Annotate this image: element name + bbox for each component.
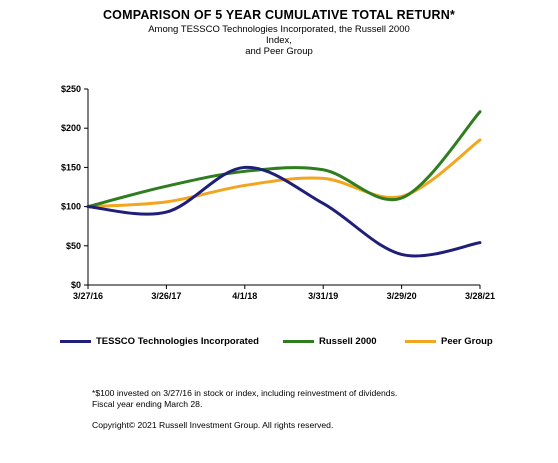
x-tick-label: 3/29/20 [387, 291, 417, 301]
y-tick-label: $0 [71, 280, 81, 290]
footnote-line-1: *$100 invested on 3/27/16 in stock or in… [92, 388, 398, 398]
y-tick-label: $150 [61, 162, 81, 172]
series-line-russell-2000 [86, 110, 482, 209]
chart-title: COMPARISON OF 5 YEAR CUMULATIVE TOTAL RE… [102, 8, 456, 22]
legend-label-russell: Russell 2000 [319, 336, 377, 347]
line-chart: $0 $50 $100 $150 $200 $250 3/27/16 3/26/17 4/1/1… [61, 84, 495, 301]
x-tick-label: 3/28/21 [465, 291, 495, 301]
legend-item-tessco: TESSCO Technologies Incorporated [60, 336, 259, 347]
footnote: *$100 invested on 3/27/16 in stock or in… [92, 388, 397, 410]
subtitle-line-1: Among TESSCO Technologies Incorporated, … [148, 24, 410, 46]
chart-subtitle: Among TESSCO Technologies Incorporated, … [139, 24, 419, 57]
legend-swatch-peer [405, 340, 436, 343]
series-line-peer-group [86, 138, 482, 209]
legend-item-peer: Peer Group [405, 336, 493, 347]
x-tick-label: 3/27/16 [73, 291, 103, 301]
legend-label-peer: Peer Group [441, 336, 493, 347]
legend-swatch-russell [283, 340, 314, 343]
x-tick-label: 4/1/18 [232, 291, 257, 301]
copyright-notice: Copyright© 2021 Russell Investment Group… [92, 420, 334, 430]
subtitle-line-2: and Peer Group [245, 46, 313, 57]
y-tick-label: $200 [61, 123, 81, 133]
y-tick-label: $100 [61, 202, 81, 212]
y-tick-label: $50 [66, 241, 81, 251]
x-tick-label: 3/31/19 [308, 291, 338, 301]
footnote-line-2: Fiscal year ending March 28. [92, 399, 203, 409]
legend-swatch-tessco [60, 340, 91, 343]
chart-legend: TESSCO Technologies Incorporated Russell… [0, 336, 558, 354]
legend-label-tessco: TESSCO Technologies Incorporated [96, 336, 259, 347]
y-tick-label: $250 [61, 84, 81, 94]
legend-item-russell: Russell 2000 [283, 336, 377, 347]
x-tick-label: 3/26/17 [151, 291, 181, 301]
series-line-tessco [86, 165, 482, 258]
